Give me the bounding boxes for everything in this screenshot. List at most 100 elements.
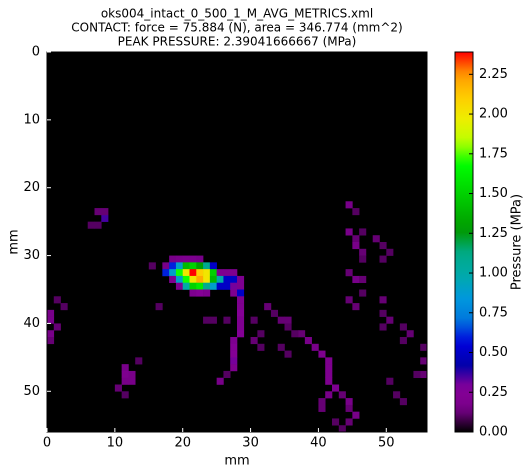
heatmap-cell bbox=[196, 255, 204, 263]
heatmap-cell bbox=[325, 364, 333, 372]
heatmap-cell bbox=[47, 330, 55, 338]
heatmap-cell bbox=[230, 289, 238, 297]
heatmap-cell bbox=[101, 214, 109, 222]
heatmap-cell bbox=[284, 350, 292, 358]
heatmap-cell bbox=[53, 296, 61, 304]
heatmap-cell bbox=[209, 269, 217, 277]
heatmap-cell bbox=[230, 337, 238, 345]
y-tick-label: 50 bbox=[23, 384, 40, 399]
heatmap-cell bbox=[237, 289, 245, 297]
heatmap-cell bbox=[352, 303, 360, 311]
heatmap-cell bbox=[318, 398, 326, 406]
heatmap-cell bbox=[359, 275, 367, 284]
heatmap-cell bbox=[332, 384, 340, 392]
heatmap-cell bbox=[352, 242, 360, 250]
heatmap-cell bbox=[345, 228, 353, 236]
heatmap-cell bbox=[169, 275, 177, 284]
heatmap-cell bbox=[182, 269, 190, 277]
heatmap-cell bbox=[420, 343, 428, 351]
heatmap-cell bbox=[359, 228, 367, 236]
heatmap-cell bbox=[386, 377, 394, 385]
heatmap-cell bbox=[406, 330, 414, 338]
heatmap-cell bbox=[413, 370, 421, 379]
heatmap-cell bbox=[277, 343, 285, 351]
heatmap-cell bbox=[257, 343, 265, 351]
heatmap-cell bbox=[325, 391, 333, 399]
heatmap-cell bbox=[338, 425, 346, 433]
heatmap-cell bbox=[223, 316, 231, 324]
heatmap-cell bbox=[223, 275, 231, 284]
heatmap-cell bbox=[237, 303, 245, 311]
colorbar-label: Pressure (MPa) bbox=[510, 194, 525, 290]
heatmap-cell bbox=[237, 330, 245, 338]
heatmap-cell bbox=[196, 269, 204, 277]
heatmap-cell bbox=[175, 255, 184, 263]
heatmap-cell bbox=[114, 384, 122, 392]
heatmap-cell bbox=[338, 391, 346, 399]
heatmap-cell bbox=[162, 269, 170, 277]
heatmap-cell bbox=[318, 350, 326, 358]
heatmap-cell bbox=[209, 316, 217, 324]
heatmap-cell bbox=[94, 208, 102, 216]
heatmap-cell bbox=[230, 350, 238, 358]
heatmap-cell bbox=[182, 275, 190, 284]
heatmap-cell bbox=[386, 316, 394, 324]
heatmap-cell bbox=[237, 323, 245, 331]
y-tick-label: 0 bbox=[32, 45, 40, 60]
heatmap-cell bbox=[420, 357, 428, 365]
heatmap-cell bbox=[250, 337, 258, 345]
x-tick-label: 20 bbox=[174, 436, 191, 451]
heatmap-cell bbox=[318, 404, 326, 412]
heatmap-cell bbox=[189, 282, 197, 290]
heatmap-cell bbox=[47, 309, 55, 317]
heatmap-cell bbox=[121, 364, 129, 372]
heatmap-cell bbox=[352, 208, 360, 216]
heatmap-cell bbox=[169, 255, 177, 263]
heatmap-cell bbox=[345, 269, 353, 277]
colorbar-tick-label: 1.75 bbox=[479, 146, 508, 161]
heatmap-cell bbox=[237, 309, 245, 317]
heatmap-cell bbox=[189, 275, 197, 284]
heatmap-cell bbox=[189, 262, 197, 270]
heatmap-cell bbox=[209, 282, 217, 290]
heatmap-cell bbox=[325, 377, 333, 385]
heatmap-cell bbox=[121, 391, 129, 399]
y-tick-label: 30 bbox=[23, 248, 40, 263]
colorbar-tick-label: 1.25 bbox=[479, 226, 508, 241]
heatmap-cell bbox=[216, 282, 224, 290]
heatmap-cell bbox=[121, 377, 129, 385]
heatmap-cell bbox=[175, 275, 184, 284]
heatmap-cell bbox=[352, 275, 360, 284]
heatmap-cell bbox=[203, 316, 211, 324]
heatmap-cell bbox=[277, 316, 285, 324]
y-tick-label: 20 bbox=[23, 180, 40, 195]
heatmap-cell bbox=[345, 404, 353, 412]
heatmap-cell bbox=[230, 364, 238, 372]
heatmap-cell bbox=[223, 282, 231, 290]
heatmap-cell bbox=[223, 269, 231, 277]
heatmap-cell bbox=[359, 248, 367, 256]
heatmap-cell bbox=[101, 208, 109, 216]
x-tick-label: 0 bbox=[43, 436, 51, 451]
heatmap-cell bbox=[352, 235, 360, 243]
heatmap-cell bbox=[209, 275, 217, 284]
heatmap-cell bbox=[53, 323, 61, 331]
heatmap-cell bbox=[209, 262, 217, 270]
heatmap-cell bbox=[182, 262, 190, 270]
x-tick-label: 50 bbox=[378, 436, 395, 451]
colorbar-tick-label: 0.25 bbox=[479, 385, 508, 400]
heatmap-cell bbox=[359, 255, 367, 263]
y-tick-label: 40 bbox=[23, 316, 40, 331]
heatmap-cell bbox=[155, 303, 163, 311]
heatmap-cell bbox=[230, 282, 238, 290]
colorbar-tick-label: 0.00 bbox=[479, 425, 508, 440]
heatmap-cell bbox=[196, 275, 204, 284]
plot-frame bbox=[46, 51, 428, 433]
heatmap-cell bbox=[175, 269, 184, 277]
heatmap-cell bbox=[399, 337, 407, 345]
heatmap-cell bbox=[372, 235, 380, 243]
heatmap-cell bbox=[345, 201, 353, 209]
heatmap-cell bbox=[196, 262, 204, 270]
colorbar-tick-label: 2.00 bbox=[479, 107, 508, 122]
